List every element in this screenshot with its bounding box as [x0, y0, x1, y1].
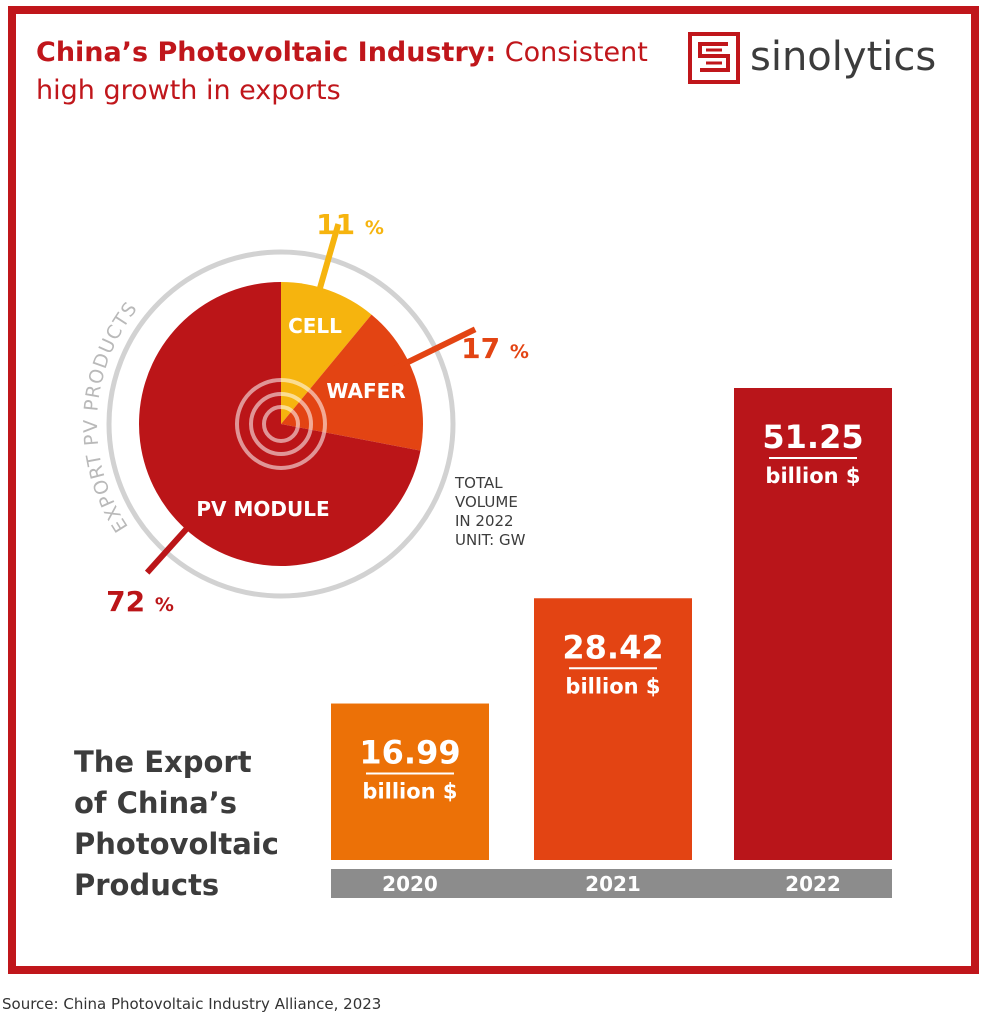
bar-title-line-1: The Export — [74, 745, 252, 779]
pie-leader-wafer — [391, 326, 477, 373]
bar-2021 — [534, 598, 692, 860]
bar-value-label-2020: 16.99 — [359, 734, 460, 772]
bar-title-line-2: of China’s — [74, 786, 237, 820]
pie-value-unit-pv-module: % — [155, 594, 174, 616]
center-ring-outer — [235, 378, 327, 470]
bar-title-line-3: Photovoltaic — [74, 827, 279, 861]
pie-note-line-1: TOTAL — [454, 474, 503, 492]
pie-value-number-pv-module: 72 — [106, 585, 155, 618]
pie-note-line-2: VOLUME — [455, 493, 518, 511]
pie-slice-pv-module — [139, 282, 421, 567]
chart-title: China’s Photovoltaic Industry: Consisten… — [36, 34, 676, 110]
title-bold: China’s Photovoltaic Industry: — [36, 37, 497, 68]
center-ring-inner — [262, 405, 300, 443]
pie-value-pv-module: 72 % — [106, 585, 174, 618]
pie-value-unit-cell: % — [365, 217, 384, 239]
pie-value-cell: 11 % — [316, 208, 384, 241]
pie-value-number-wafer: 17 — [461, 332, 510, 365]
pie-value-number-cell: 11 — [316, 208, 365, 241]
source-note: Source: China Photovoltaic Industry Alli… — [2, 995, 382, 1013]
center-ring-middle — [249, 392, 313, 456]
x-axis-band — [331, 869, 892, 898]
outer-ring — [106, 249, 456, 599]
pie-leader-cell — [312, 223, 342, 306]
pie-note-line-4: UNIT: GW — [455, 531, 526, 549]
pie-label-cell: CELL — [288, 314, 342, 338]
bar-title-line-4: Products — [74, 868, 220, 902]
title-rest: Consistent high growth in exports — [36, 37, 648, 106]
bar-unit-label-2021: billion $ — [565, 674, 660, 698]
bar-unit-label-2020: billion $ — [362, 780, 457, 804]
bar-value-label-2021: 28.42 — [562, 628, 663, 666]
pie-slice-wafer — [281, 314, 423, 451]
pie-note-line-3: IN 2022 — [455, 512, 514, 530]
bar-value-label-2022: 51.25 — [762, 418, 863, 456]
pie-label-pv-module: PV MODULE — [196, 497, 329, 521]
x-tick-label-2022: 2022 — [785, 872, 841, 896]
bar-unit-label-2022: billion $ — [765, 464, 860, 488]
chart-frame — [8, 6, 979, 974]
bar-2020 — [331, 703, 489, 860]
pie-leader-pv-module — [144, 515, 199, 575]
bar-chart-title: The Export of China’s Photovoltaic Produ… — [74, 742, 314, 906]
pie-value-unit-wafer: % — [510, 341, 529, 363]
bar-2022 — [734, 388, 892, 860]
pie-value-wafer: 17 % — [461, 332, 529, 365]
x-tick-label-2020: 2020 — [382, 872, 438, 896]
brand-name: sinolytics — [750, 34, 937, 80]
pie-label-wafer: WAFER — [326, 379, 405, 403]
x-tick-label-2021: 2021 — [585, 872, 641, 896]
sinolytics-logo-mark-icon — [688, 32, 740, 84]
sinolytics-logo: sinolytics — [688, 32, 958, 86]
